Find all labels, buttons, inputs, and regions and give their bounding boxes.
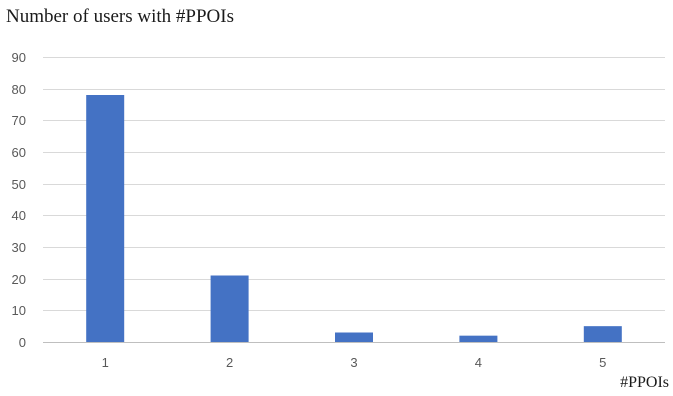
x-tick-label: 1	[102, 355, 109, 370]
bars	[86, 95, 622, 342]
y-tick-label: 60	[12, 145, 26, 160]
y-axis-ticks: 0 10 20 30 40 50 60 70 80 90	[12, 50, 26, 350]
y-tick-label: 80	[12, 82, 26, 97]
x-tick-label: 2	[226, 355, 233, 370]
bar-2	[210, 275, 249, 342]
gridlines	[43, 57, 665, 311]
y-tick-label: 40	[12, 208, 26, 223]
y-tick-label: 50	[12, 177, 26, 192]
y-tick-label: 10	[12, 303, 26, 318]
y-tick-label: 70	[12, 113, 26, 128]
bar-1	[86, 95, 125, 342]
bar-3	[335, 332, 373, 342]
bar-5	[583, 326, 622, 342]
y-tick-label: 30	[12, 240, 26, 255]
chart-title: Number of users with #PPOIs	[6, 6, 234, 27]
x-tick-label: 4	[475, 355, 482, 370]
x-axis-label: #PPOIs	[620, 374, 669, 391]
y-tick-label: 20	[12, 272, 26, 287]
x-axis-ticks: 1 2 3 4 5	[102, 355, 607, 370]
bar-4	[459, 335, 498, 342]
x-tick-label: 3	[350, 355, 357, 370]
y-tick-label: 0	[19, 335, 26, 350]
x-tick-label: 5	[599, 355, 606, 370]
y-tick-label: 90	[12, 50, 26, 65]
